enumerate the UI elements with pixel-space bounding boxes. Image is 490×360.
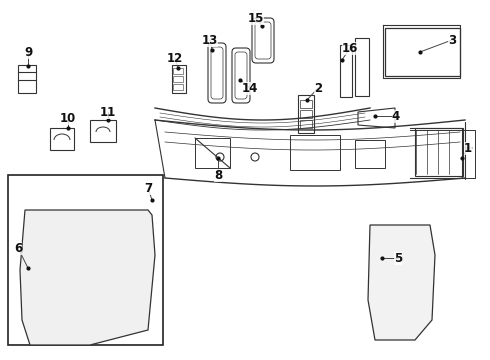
Bar — [78, 272, 118, 300]
Bar — [385, 28, 460, 76]
Text: 3: 3 — [448, 33, 456, 46]
Bar — [340, 45, 352, 97]
Bar — [173, 76, 183, 82]
Text: 8: 8 — [214, 168, 222, 181]
Text: 9: 9 — [24, 45, 32, 59]
Text: 6: 6 — [14, 242, 22, 255]
Text: 4: 4 — [392, 109, 400, 122]
Polygon shape — [368, 225, 435, 340]
Bar — [300, 110, 312, 118]
Text: 5: 5 — [394, 252, 402, 265]
Polygon shape — [20, 210, 155, 345]
Text: 11: 11 — [100, 105, 116, 118]
Bar — [32, 272, 72, 300]
Polygon shape — [358, 108, 395, 128]
Bar — [355, 140, 385, 168]
Bar — [375, 288, 425, 323]
Bar — [375, 240, 425, 280]
Bar — [173, 68, 183, 74]
Bar — [173, 84, 183, 90]
Bar — [172, 65, 186, 93]
Bar — [290, 135, 340, 170]
Bar — [32, 308, 67, 333]
Bar — [18, 65, 36, 93]
Bar — [415, 128, 463, 176]
Bar — [90, 120, 116, 142]
Bar — [32, 235, 72, 263]
Bar — [140, 195, 154, 217]
Bar — [300, 120, 312, 128]
Bar — [300, 100, 312, 108]
Bar — [50, 128, 74, 150]
Bar — [355, 38, 369, 96]
Text: 15: 15 — [248, 12, 264, 24]
Text: 2: 2 — [314, 81, 322, 95]
Text: 7: 7 — [144, 181, 152, 194]
Text: 14: 14 — [242, 81, 258, 95]
Bar — [195, 138, 230, 168]
Bar — [78, 235, 118, 263]
Text: 12: 12 — [167, 51, 183, 64]
Text: 10: 10 — [60, 112, 76, 125]
Text: 16: 16 — [342, 41, 358, 54]
Bar — [8, 175, 163, 345]
Text: 1: 1 — [464, 141, 472, 154]
Bar — [298, 95, 314, 133]
Text: 13: 13 — [202, 33, 218, 46]
